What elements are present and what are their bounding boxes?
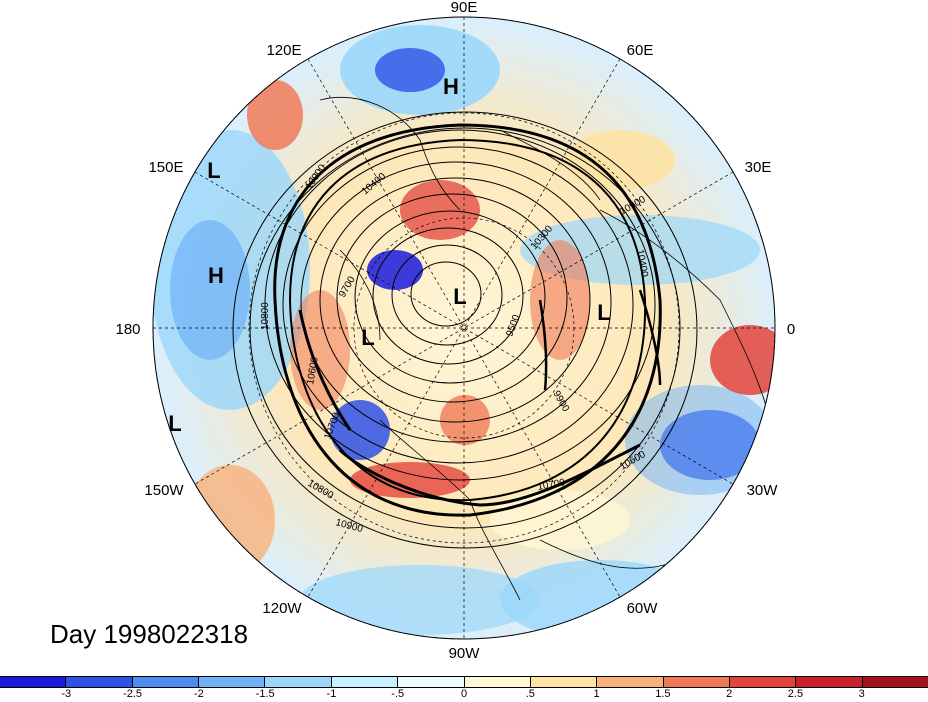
colorbar-swatch	[331, 677, 399, 687]
colorbar-tick-label: -.5	[391, 688, 405, 700]
colorbar-tick-label: 1	[593, 688, 600, 700]
lon-label-60e: 60E	[627, 42, 654, 59]
colorbar-swatch	[464, 677, 531, 687]
contour-label: 10600	[305, 356, 321, 386]
map-title: Day 1998022318	[50, 619, 249, 649]
low-pressure-label: L	[597, 300, 610, 325]
low-pressure-label: L	[207, 158, 220, 183]
colorbar-swatch	[530, 677, 598, 687]
colorbar-swatch	[729, 677, 797, 687]
colorbar-swatch	[132, 677, 200, 687]
contour-label: 10800	[260, 302, 271, 330]
contour-label: 10700	[537, 477, 567, 493]
colorbar-swatch	[398, 677, 465, 687]
colorbar-tick-label: 3	[858, 688, 865, 700]
lon-label-90e: 90E	[451, 0, 478, 16]
colorbar-tick-label: -2.5	[123, 688, 143, 700]
colorbar-tick-label: -1.5	[255, 688, 275, 700]
colorbar-tick-label: 0	[460, 688, 468, 700]
low-pressure-label: L	[361, 325, 374, 350]
height-contours	[232, 111, 698, 549]
colorbar-swatch	[199, 677, 266, 687]
colorbar-swatch	[265, 677, 332, 687]
lon-label-30e: 30E	[745, 159, 772, 176]
lon-label-150w: 150W	[144, 482, 184, 499]
colorbar-tick-label: 1.5	[655, 688, 671, 700]
low-pressure-label: L	[168, 411, 181, 436]
lon-label-120e: 120E	[266, 42, 301, 59]
high-pressure-label: H	[208, 263, 224, 288]
colorbar-tick-label: 2	[726, 688, 733, 700]
colorbar-tick-label: 2.5	[787, 688, 804, 700]
colorbar-tick-label: -2	[193, 688, 204, 700]
colorbar-swatch	[66, 677, 133, 687]
map-boundary	[152, 16, 776, 640]
colorbar-tick-label: .5	[525, 688, 535, 700]
lon-label-120w: 120W	[262, 600, 302, 617]
colorbar-tick-label: -3	[61, 688, 72, 700]
contour-label: 10400	[634, 249, 650, 279]
lon-label-180: 180	[115, 321, 140, 338]
lon-label-60w: 60W	[627, 600, 659, 617]
colorbar-swatch	[663, 677, 730, 687]
colorbar	[0, 676, 928, 688]
lon-label-30w: 30W	[747, 482, 779, 499]
coastlines	[319, 97, 771, 601]
colorbar-swatch	[597, 677, 664, 687]
colorbar-swatch	[862, 677, 928, 687]
lon-label-0: 0	[787, 321, 795, 338]
colorbar-swatch	[796, 677, 863, 687]
lon-label-150e: 150E	[148, 159, 183, 176]
colorbar-ticks: -3 -2.5 -2 -1.5 -1 -.5 0 .5 1 1.5 2 2.5 3	[0, 688, 928, 702]
low-pressure-label: L	[453, 284, 466, 309]
colorbar-swatch	[0, 677, 67, 687]
high-pressure-label: H	[443, 74, 459, 99]
colorbar-tick-label: -1	[326, 688, 337, 700]
lon-label-90w: 90W	[449, 645, 481, 662]
